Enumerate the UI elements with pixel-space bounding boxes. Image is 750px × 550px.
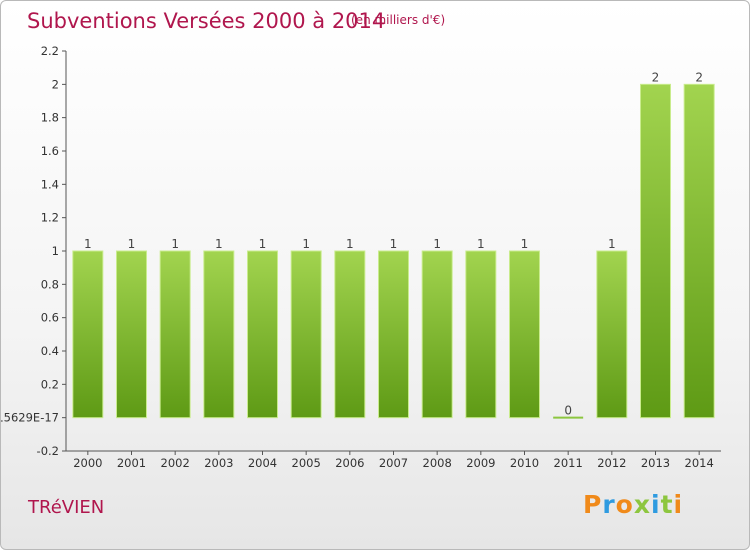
bar bbox=[683, 83, 715, 419]
chart-subtitle: (en milliers d'€) bbox=[351, 13, 446, 27]
x-tick-label: 2014 bbox=[685, 456, 714, 470]
x-tick-label: 2003 bbox=[204, 456, 233, 470]
x-tick-label: 2011 bbox=[554, 456, 583, 470]
x-tick-label: 2001 bbox=[117, 456, 146, 470]
y-tick-label: 0.8 bbox=[41, 277, 59, 291]
proxiti-logo: Proxiti bbox=[583, 490, 683, 519]
x-tick-label: 2007 bbox=[379, 456, 408, 470]
bar bbox=[247, 250, 278, 419]
y-tick-label: 0.6 bbox=[41, 311, 59, 325]
logo-letter: t bbox=[660, 490, 674, 519]
bar bbox=[509, 250, 540, 419]
y-tick-label: -0.2 bbox=[37, 444, 59, 458]
data-label: 1 bbox=[477, 237, 485, 251]
y-tick-label: 2.2 bbox=[41, 44, 59, 58]
bar bbox=[378, 250, 409, 419]
bar bbox=[421, 250, 453, 419]
x-tick-label: 2013 bbox=[641, 456, 670, 470]
data-label: 0 bbox=[564, 404, 572, 418]
bar bbox=[203, 250, 235, 419]
bar bbox=[72, 250, 104, 419]
logo-letter: o bbox=[615, 490, 634, 519]
x-tick-label: 2009 bbox=[466, 456, 495, 470]
logo-letter: i bbox=[651, 490, 661, 519]
bar bbox=[596, 250, 628, 419]
y-tick-label: -15629E-17 bbox=[1, 411, 59, 425]
data-label: 1 bbox=[84, 237, 92, 251]
y-tick-label: 2 bbox=[52, 77, 59, 91]
x-tick-label: 2000 bbox=[73, 456, 102, 470]
y-tick-label: 1.4 bbox=[41, 177, 59, 191]
bar bbox=[290, 250, 322, 419]
x-tick-label: 2006 bbox=[335, 456, 364, 470]
data-label: 1 bbox=[302, 237, 310, 251]
data-label: 1 bbox=[390, 237, 398, 251]
y-tick-label: 1.2 bbox=[41, 211, 59, 225]
commune-name: TRéVIEN bbox=[28, 497, 105, 518]
data-label: 1 bbox=[346, 237, 354, 251]
data-label: 1 bbox=[433, 237, 441, 251]
bar bbox=[465, 250, 497, 419]
x-tick-label: 2002 bbox=[161, 456, 190, 470]
data-label: 1 bbox=[215, 237, 223, 251]
chart-title: Subventions Versées 2000 à 2014 bbox=[27, 9, 386, 33]
data-label: 1 bbox=[128, 237, 136, 251]
data-label: 2 bbox=[695, 70, 703, 84]
x-tick-label: 2012 bbox=[597, 456, 626, 470]
data-label: 1 bbox=[171, 237, 179, 251]
y-tick-label: 1.6 bbox=[41, 144, 59, 158]
bar bbox=[159, 250, 191, 419]
data-label: 1 bbox=[608, 237, 616, 251]
bar bbox=[640, 83, 671, 419]
y-tick-label: 1 bbox=[52, 244, 59, 258]
data-label: 1 bbox=[259, 237, 267, 251]
y-tick-label: 0.4 bbox=[41, 344, 59, 358]
logo-letter: P bbox=[583, 490, 603, 519]
logo-letter: x bbox=[633, 490, 651, 519]
y-tick-label: 1.8 bbox=[41, 111, 59, 125]
x-tick-label: 2004 bbox=[248, 456, 277, 470]
y-tick-label: 0.2 bbox=[41, 377, 59, 391]
bar bbox=[116, 250, 147, 419]
x-tick-label: 2008 bbox=[423, 456, 452, 470]
bar bbox=[334, 250, 366, 419]
x-tick-label: 2010 bbox=[510, 456, 539, 470]
data-label: 2 bbox=[652, 70, 660, 84]
logo-letter: r bbox=[602, 490, 616, 519]
data-label: 1 bbox=[521, 237, 529, 251]
x-tick-label: 2005 bbox=[292, 456, 321, 470]
logo-letter: i bbox=[673, 490, 684, 519]
